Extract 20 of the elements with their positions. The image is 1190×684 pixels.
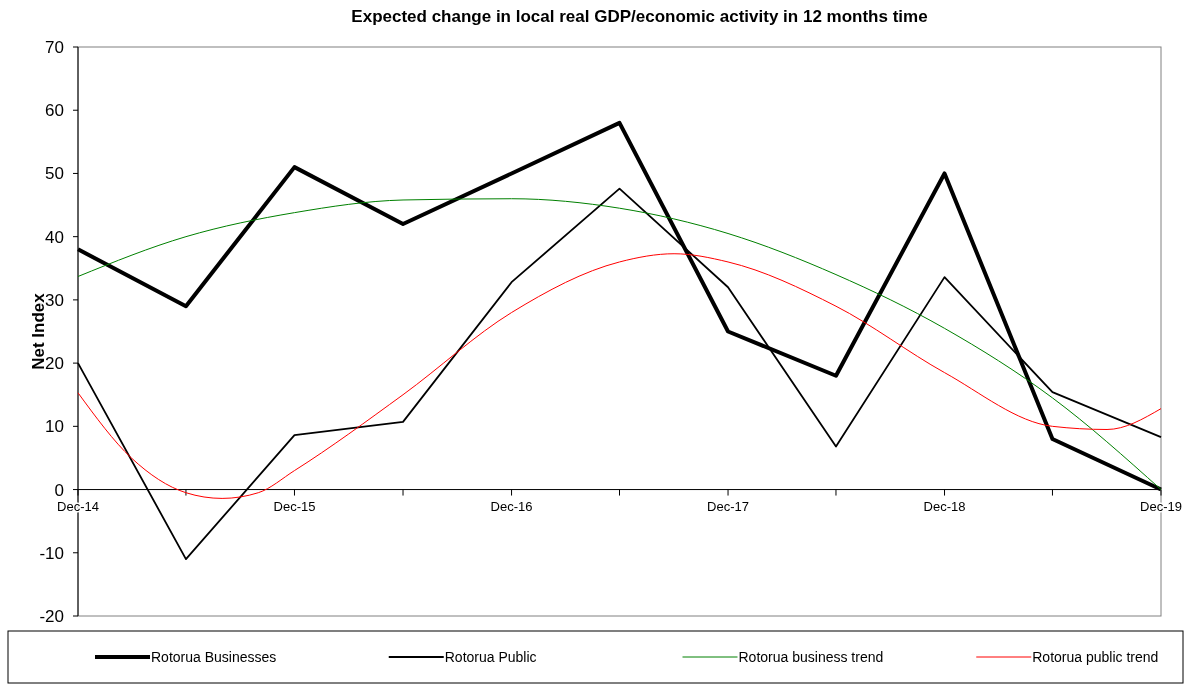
x-tick-label: Dec-19: [1140, 498, 1182, 514]
y-tick-label: 40: [45, 227, 64, 247]
x-tick-label: Dec-15: [273, 498, 316, 514]
legend-label: Rotorua public trend: [1032, 649, 1159, 665]
x-tick-label: Dec-17: [707, 498, 749, 514]
legend-label: Rotorua Public: [444, 649, 537, 665]
x-tick-label: Dec-16: [490, 498, 533, 514]
y-tick-label: -10: [39, 543, 64, 563]
y-tick-label: 30: [45, 290, 64, 310]
x-tick-label: Dec-18: [923, 498, 966, 514]
y-tick-label: 70: [45, 38, 64, 57]
legend-label: Rotorua Businesses: [151, 649, 277, 665]
y-tick-label: -20: [39, 607, 64, 626]
y-tick-label: 60: [45, 101, 64, 121]
y-tick-label: 10: [45, 417, 64, 437]
y-tick-label: 0: [54, 480, 64, 500]
legend-label: Rotorua business trend: [738, 649, 884, 665]
y-tick-label: 50: [45, 164, 64, 184]
y-tick-label: 20: [45, 354, 64, 374]
chart-title: Expected change in local real GDP/economic activity in 12 months time: [351, 7, 928, 26]
